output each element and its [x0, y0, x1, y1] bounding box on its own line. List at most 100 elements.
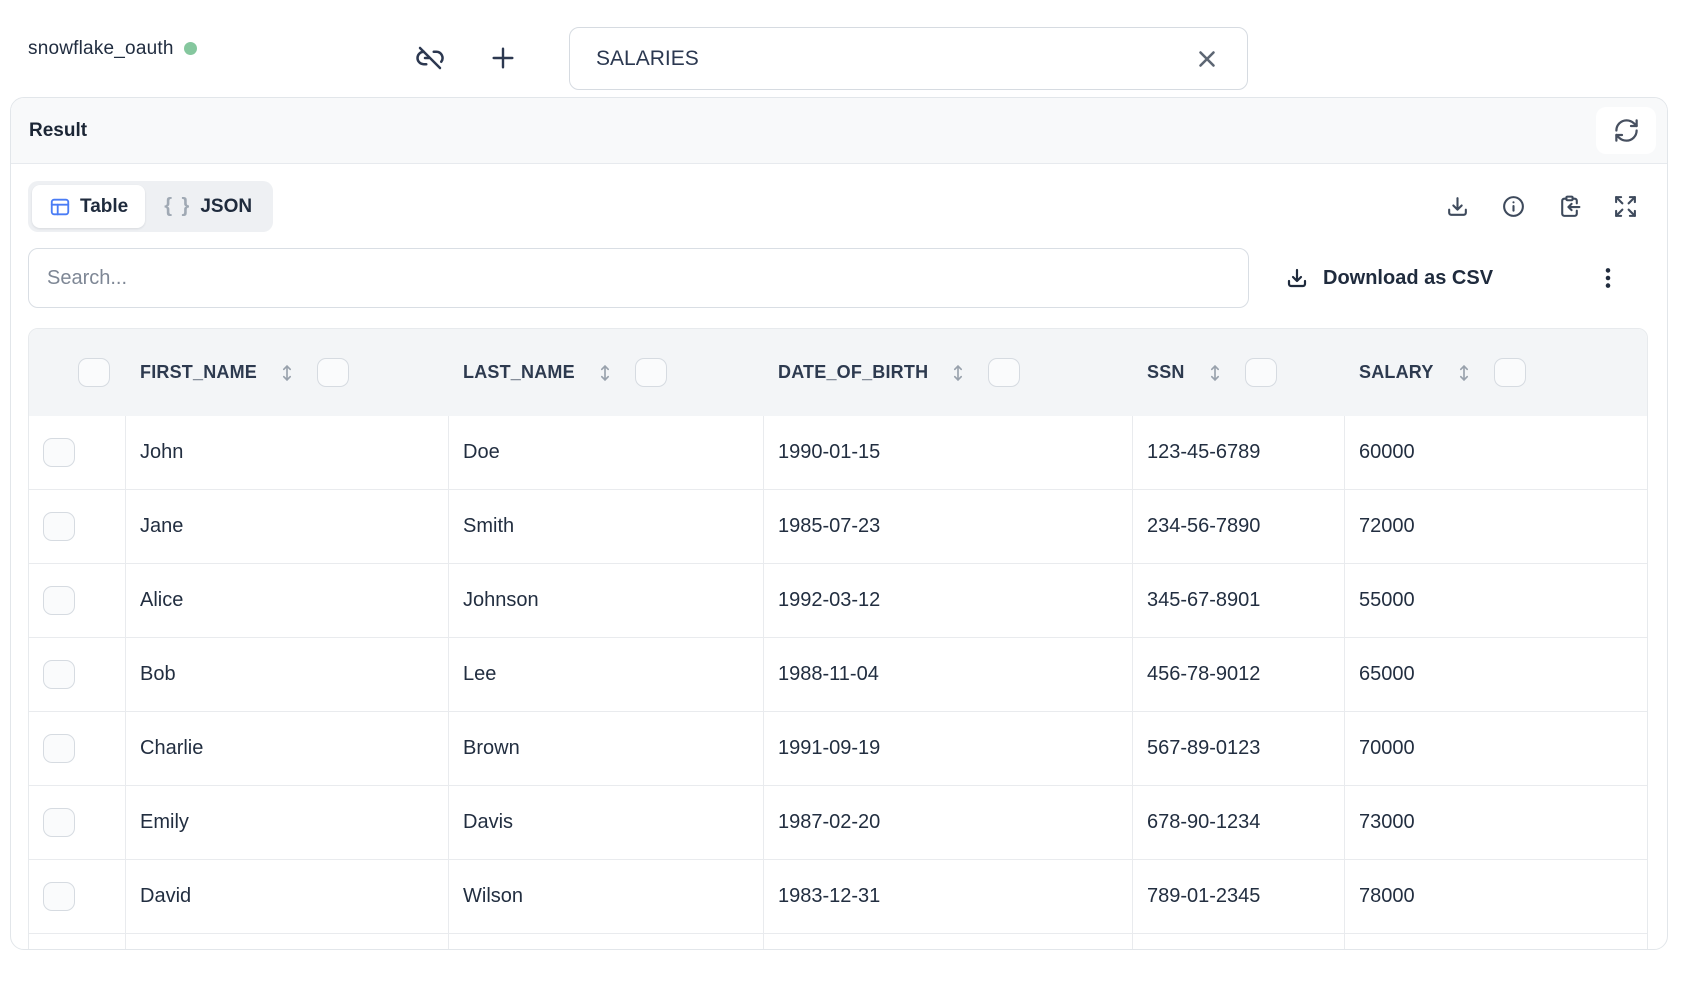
table-cell[interactable]: Charlie: [126, 712, 449, 785]
row-checkbox[interactable]: [43, 586, 75, 615]
table-cell[interactable]: 72000: [1345, 490, 1647, 563]
table-cell[interactable]: 234-56-7890: [1133, 490, 1345, 563]
table-row: Bob Lee 1988-11-04 456-78-9012 65000: [29, 638, 1647, 712]
sort-column-button[interactable]: [276, 361, 298, 385]
table-cell[interactable]: Johnson: [449, 564, 764, 637]
table-cell[interactable]: Smith: [449, 490, 764, 563]
search-input[interactable]: [28, 248, 1249, 308]
cell-text: Johnson: [463, 589, 539, 611]
column-checkbox[interactable]: [634, 358, 667, 387]
table-row: Emily Davis 1987-02-20 678-90-1234 73000: [29, 786, 1647, 860]
table-cell[interactable]: Jane: [126, 490, 449, 563]
column-checkbox[interactable]: [1244, 358, 1277, 387]
table-cell[interactable]: 73000: [1345, 786, 1647, 859]
table-cell[interactable]: John: [126, 416, 449, 489]
expand-icon: [1613, 194, 1638, 219]
download-csv-button[interactable]: Download as CSV: [1285, 266, 1493, 290]
cell-text: Charlie: [140, 737, 204, 759]
tab-table[interactable]: Table: [32, 185, 146, 228]
refresh-button[interactable]: [1596, 107, 1656, 154]
tab-json[interactable]: { } JSON: [147, 185, 269, 228]
table-cell[interactable]: Wilson: [449, 860, 764, 933]
add-tab-button[interactable]: [485, 40, 521, 76]
download-icon: [1445, 194, 1470, 219]
table-cell[interactable]: [126, 934, 449, 949]
table-cell[interactable]: 1988-11-04: [764, 638, 1133, 711]
table-cell[interactable]: 60000: [1345, 416, 1647, 489]
row-checkbox[interactable]: [43, 438, 75, 467]
table-cell[interactable]: 65000: [1345, 638, 1647, 711]
select-all-checkbox[interactable]: [78, 358, 110, 387]
table-cell[interactable]: 78000: [1345, 860, 1647, 933]
sort-column-button[interactable]: [947, 361, 969, 385]
table-cell[interactable]: [764, 934, 1133, 949]
top-bar: snowflake_oauth: [0, 0, 1682, 97]
column-header-label: FIRST_NAME: [140, 362, 258, 382]
cell-text: 78000: [1359, 885, 1415, 907]
row-checkbox[interactable]: [43, 882, 75, 911]
download-result-button[interactable]: [1444, 194, 1470, 220]
column-checkbox[interactable]: [988, 358, 1021, 387]
result-table: FIRST_NAME LAST_NAME DATE_OF_BIRTH: [28, 328, 1648, 949]
sort-column-button[interactable]: [594, 361, 616, 385]
row-checkbox[interactable]: [43, 660, 75, 689]
column-header: DATE_OF_BIRTH: [764, 329, 1133, 416]
table-cell[interactable]: 70000: [1345, 712, 1647, 785]
table-cell[interactable]: Bob: [126, 638, 449, 711]
table-cell[interactable]: 55000: [1345, 564, 1647, 637]
table-cell[interactable]: 678-90-1234: [1133, 786, 1345, 859]
table-cell[interactable]: 1985-07-23: [764, 490, 1133, 563]
table-cell[interactable]: Lee: [449, 638, 764, 711]
expand-button[interactable]: [1612, 194, 1638, 220]
table-cell[interactable]: 123-45-6789: [1133, 416, 1345, 489]
table-cell[interactable]: [1345, 934, 1647, 949]
table-cell[interactable]: 1990-01-15: [764, 416, 1133, 489]
row-select-cell: [29, 638, 126, 711]
table-cell[interactable]: David: [126, 860, 449, 933]
table-cell[interactable]: Alice: [126, 564, 449, 637]
cell-text: 1990-01-15: [778, 441, 881, 463]
table-cell[interactable]: Emily: [126, 786, 449, 859]
table-cell[interactable]: 1983-12-31: [764, 860, 1133, 933]
row-checkbox[interactable]: [43, 512, 75, 541]
info-button[interactable]: [1500, 194, 1526, 220]
cell-text: 1991-09-19: [778, 737, 881, 759]
cell-text: Smith: [463, 515, 515, 537]
table-row: John Doe 1990-01-15 123-45-6789 60000: [29, 416, 1647, 490]
table-cell[interactable]: Brown: [449, 712, 764, 785]
sort-updown-icon: [947, 361, 969, 385]
row-checkbox[interactable]: [43, 734, 75, 763]
kebab-menu-icon: [1595, 265, 1621, 291]
more-options-button[interactable]: [1594, 264, 1622, 292]
table-cell[interactable]: Davis: [449, 786, 764, 859]
column-checkbox[interactable]: [1493, 358, 1526, 387]
table-cell[interactable]: 567-89-0123: [1133, 712, 1345, 785]
row-checkbox[interactable]: [43, 808, 75, 837]
table-cell[interactable]: 345-67-8901: [1133, 564, 1345, 637]
table-cell[interactable]: [1133, 934, 1345, 949]
table-cell[interactable]: [449, 934, 764, 949]
cell-text: 789-01-2345: [1147, 885, 1261, 907]
table-cell[interactable]: 1987-02-20: [764, 786, 1133, 859]
copy-to-clipboard-button[interactable]: [1556, 194, 1582, 220]
table-cell[interactable]: 789-01-2345: [1133, 860, 1345, 933]
table-cell[interactable]: 456-78-9012: [1133, 638, 1345, 711]
search-row: Download as CSV: [11, 248, 1667, 308]
column-checkbox[interactable]: [317, 358, 350, 387]
clear-input-button[interactable]: [1194, 46, 1220, 72]
cell-text: Wilson: [463, 885, 524, 907]
connection-indicator[interactable]: snowflake_oauth: [28, 0, 197, 97]
table-row: Jane Smith 1985-07-23 234-56-7890 72000: [29, 490, 1647, 564]
table-cell[interactable]: 1991-09-19: [764, 712, 1133, 785]
unlink-button[interactable]: [412, 40, 448, 76]
info-icon: [1501, 194, 1526, 219]
table-name-input[interactable]: [569, 27, 1248, 90]
sort-column-button[interactable]: [1453, 361, 1475, 385]
result-title: Result: [29, 119, 88, 141]
clipboard-import-icon: [1557, 194, 1582, 219]
sort-column-button[interactable]: [1204, 361, 1226, 385]
table-cell[interactable]: 1992-03-12: [764, 564, 1133, 637]
cell-text: 456-78-9012: [1147, 663, 1261, 685]
table-cell[interactable]: Doe: [449, 416, 764, 489]
row-select-cell: [29, 490, 126, 563]
